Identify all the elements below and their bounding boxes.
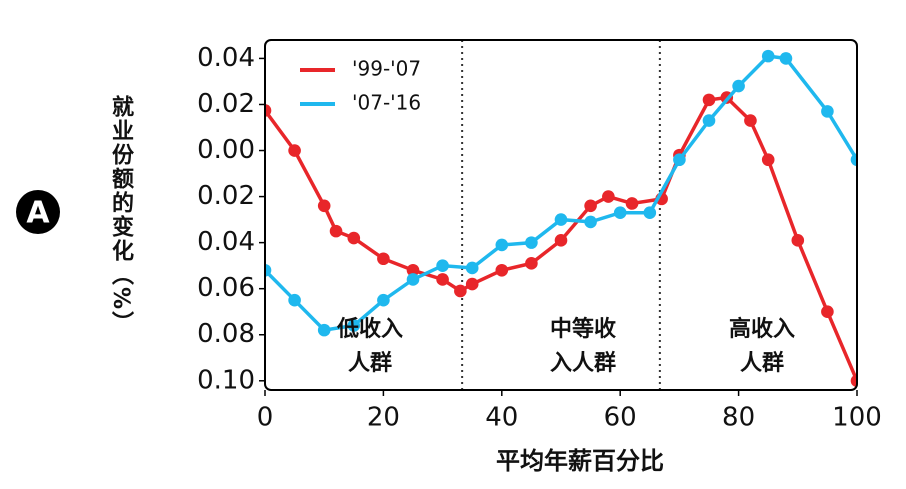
y-tick-label: 0.04: [197, 227, 255, 257]
y-tick-label: 0.04: [197, 43, 255, 73]
annotation: 高收入: [729, 316, 795, 342]
legend-label: '99-'07: [352, 57, 421, 81]
y-tick-label: 0.10: [197, 365, 255, 395]
y-tick-label: 0.02: [197, 89, 255, 119]
annotation: 低收入: [336, 316, 403, 342]
y-axis-label: 就业份额的变化（%）: [108, 94, 134, 335]
x-tick-label: 80: [722, 403, 755, 433]
y-tick-label: 0.02: [197, 181, 255, 211]
legend-label: '07-'16: [352, 91, 421, 115]
y-tick-label: 0.06: [197, 273, 255, 303]
annotation: 入人群: [550, 350, 616, 376]
x-tick-label: 60: [604, 403, 637, 433]
x-tick-label: 100: [832, 403, 882, 433]
x-tick-label: 20: [367, 403, 400, 433]
series-line: [265, 49, 857, 337]
x-tick-label: 40: [485, 403, 518, 433]
annotation: 人群: [348, 350, 392, 376]
plot-frame: [264, 39, 858, 391]
x-tick-label: 0: [257, 403, 274, 433]
annotation: 人群: [740, 350, 784, 376]
x-axis-label: 平均年薪百分比: [496, 447, 664, 475]
y-tick-label: 0.08: [197, 319, 255, 349]
annotation: 中等收: [550, 316, 616, 342]
y-tick-label: 0.00: [197, 135, 255, 165]
badge-circle: [16, 190, 60, 234]
badge: A: [26, 196, 50, 231]
